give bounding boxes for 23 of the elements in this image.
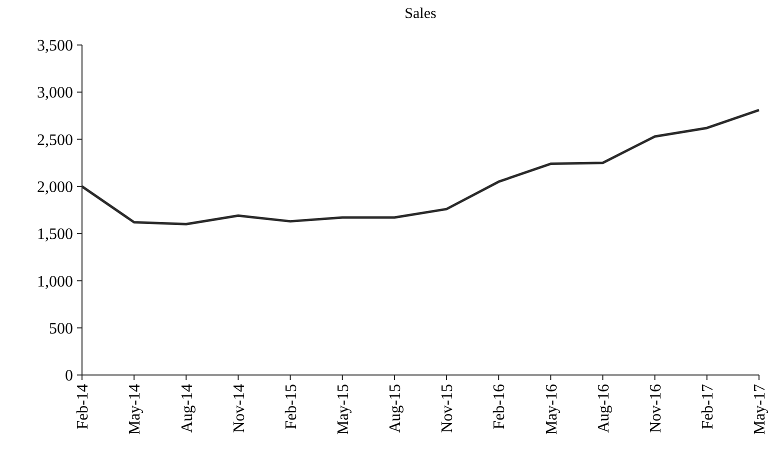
- x-tick-label: Aug-15: [387, 384, 404, 433]
- x-tick-label: Nov-14: [230, 384, 248, 433]
- x-tick-label: Aug-14: [178, 384, 196, 433]
- y-tick-label: 1,000: [37, 273, 73, 290]
- x-tick-label: Feb-17: [700, 384, 717, 430]
- y-tick-label: 2,000: [37, 179, 73, 196]
- x-tick-label: May-15: [334, 384, 352, 435]
- x-tick-label: Aug-16: [595, 384, 612, 433]
- x-tick-label: Nov-15: [439, 384, 456, 433]
- x-tick-label: May-16: [543, 384, 560, 435]
- x-tick-label: Feb-14: [74, 384, 92, 430]
- x-tick-label: May-17: [752, 384, 769, 435]
- y-tick-label: 3,500: [37, 38, 73, 55]
- x-tick-label: May-14: [126, 384, 144, 435]
- chart-title: Sales: [404, 6, 436, 22]
- y-tick-label: 1,500: [37, 226, 73, 244]
- x-tick-label: Feb-15: [282, 384, 300, 430]
- y-tick-label: 500: [49, 320, 73, 338]
- x-tick-label: Nov-16: [647, 384, 664, 433]
- y-tick-label: 0: [65, 368, 73, 385]
- x-tick-label: Feb-16: [491, 384, 508, 430]
- y-tick-label: 2,500: [37, 132, 73, 149]
- y-tick-label: 3,000: [37, 84, 73, 102]
